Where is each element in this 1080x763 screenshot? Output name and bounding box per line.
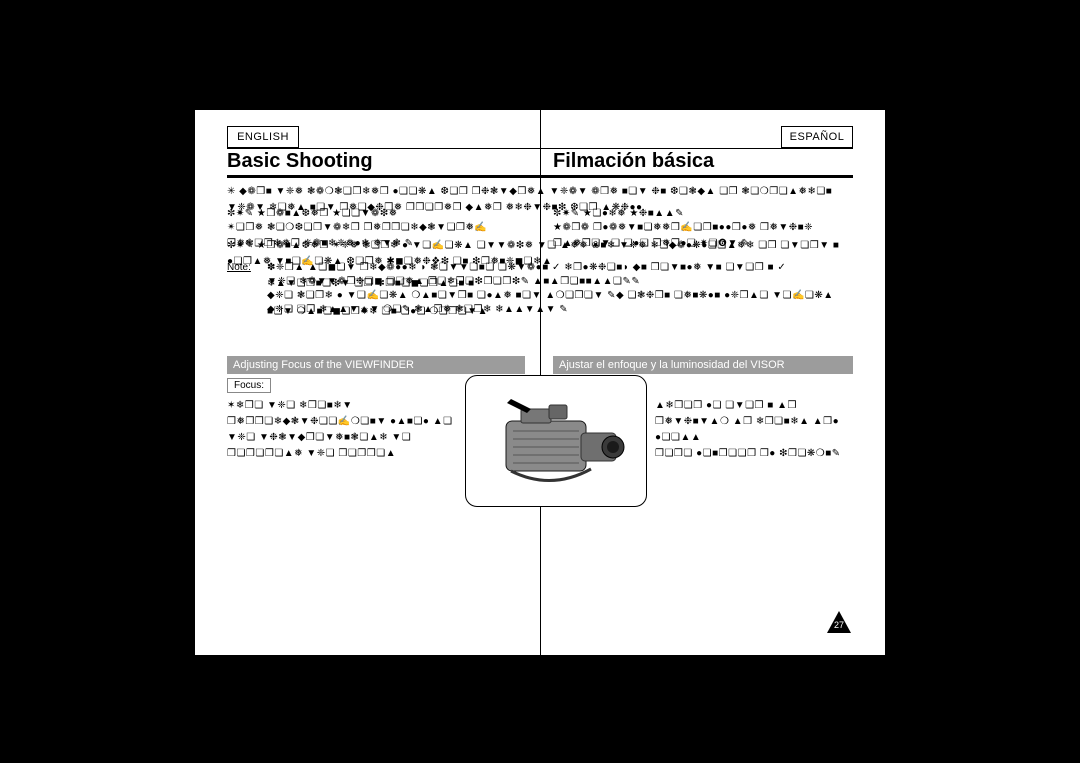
language-label-english: ENGLISH	[237, 131, 289, 143]
note-line-4: ◆❈❏ ❏❒ ❄▲▲▼▲▼ ❍❏✎ ❃▲❒❅ ❃❏❒❄ ❄▲▲▼▲▼ ✎	[267, 302, 853, 318]
page-number-text: 27	[825, 620, 853, 630]
language-label-spanish: ESPAÑOL	[790, 131, 845, 143]
language-box-english: ENGLISH	[227, 126, 299, 148]
subsection-bar-english: Adjusting Focus of the VIEWFINDER	[227, 356, 525, 374]
section-title-spanish: Filmación básica	[553, 150, 714, 173]
subsection-title-spanish: Ajustar el enfoque y la luminosidad del …	[559, 359, 785, 371]
section-title-english: Basic Shooting	[227, 150, 373, 173]
note-label-text: Note:	[227, 262, 251, 273]
language-box-spanish: ESPAÑOL	[781, 126, 853, 148]
camera-illustration-frame	[465, 375, 647, 507]
focus-paragraph-english: ✶❄❒❏ ▼❈❏ ❄❒❏■❄▼ ❒❅❐❒❏❄◆❃▼❉❏❏✍❍❏■▼ ●▲■❏● …	[227, 398, 462, 462]
camcorder-icon	[481, 391, 631, 491]
page-number-badge: 27	[825, 609, 853, 637]
focus-label-box: Focus:	[227, 378, 271, 393]
note-label: Note:	[227, 260, 267, 276]
manual-page: ENGLISH ESPAÑOL Basic Shooting Filmación…	[195, 110, 885, 655]
subsection-bar-spanish: Ajustar el enfoque y la luminosidad del …	[553, 356, 853, 374]
subsection-title-english: Adjusting Focus of the VIEWFINDER	[233, 359, 414, 371]
focus-label-text: Focus:	[234, 380, 264, 391]
focus-paragraph-spanish: ▲❄❒❏❒ ●❏ ❏▼❏❒ ■ ▲❒ ❒❅▼❉■▼▲❍ ▲❒ ❄❒❏■❄▲ ▲❒…	[655, 398, 853, 462]
